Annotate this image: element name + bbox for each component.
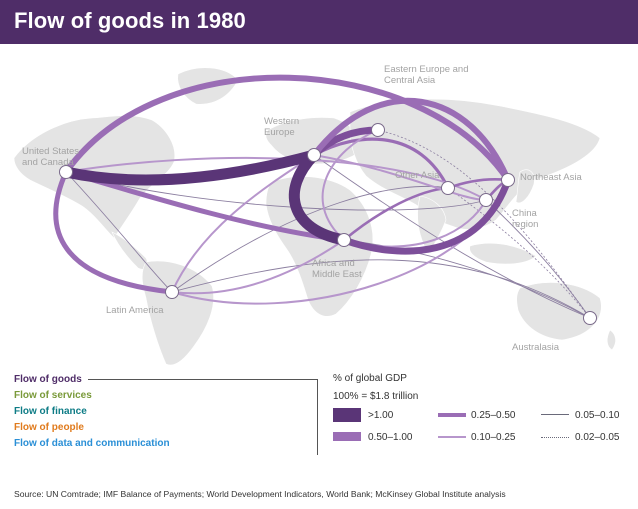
land-japan	[515, 169, 535, 204]
land-central-america	[111, 231, 148, 270]
flow-line	[171, 239, 345, 295]
tier-label-0-10-0-25: 0.10–0.25	[471, 432, 516, 443]
region-nodes	[59, 123, 597, 325]
flow-line	[171, 185, 449, 293]
flow-line	[171, 154, 315, 293]
flow-us-northeast-asia	[63, 74, 511, 183]
region-label-eastern-europe: Eastern Europe and Central Asia	[384, 64, 469, 86]
flow-line	[313, 137, 450, 189]
flow-type-legend: Flow of goods Flow of services Flow of f…	[14, 372, 170, 452]
flow-line	[313, 154, 487, 201]
region-label-australasia: Australasia	[512, 342, 559, 353]
flow-line	[321, 129, 379, 241]
swatch-gt-1	[333, 408, 361, 422]
flow-us-western-europe	[60, 149, 320, 186]
land-india	[417, 195, 447, 255]
tier-label-0-25-0-50: 0.25–0.50	[471, 410, 516, 421]
tier-label-0-02-0-05: 0.02–0.05	[575, 432, 620, 443]
region-label-latin-america: Latin America	[106, 305, 164, 316]
scale-title: % of global GDP	[333, 373, 407, 384]
region-label-us-canada: United States and Canada	[22, 146, 80, 168]
legend-flow-of-services: Flow of services	[14, 390, 92, 401]
region-label-china: China region	[512, 208, 539, 230]
node-eastern-europe	[371, 123, 385, 137]
node-china	[479, 193, 493, 207]
source-note: Source: UN Comtrade; IMF Balance of Paym…	[14, 489, 506, 499]
region-label-northeast-asia: Northeast Asia	[520, 172, 582, 183]
scale-subtitle: 100% = $1.8 trillion	[333, 391, 419, 402]
node-latin-america	[165, 285, 179, 299]
minor-flows	[65, 129, 591, 319]
node-other-asia	[441, 181, 455, 195]
swatch-0-25-0-50	[438, 413, 466, 417]
node-us-canada	[59, 165, 73, 179]
flow-line	[65, 171, 173, 293]
region-label-africa: Africa and Middle East	[312, 258, 362, 280]
node-northeast-asia	[501, 173, 515, 187]
region-label-western-europe: Western Europe	[264, 116, 300, 138]
flow-northeast-asia-africa	[340, 176, 512, 255]
legend-flow-of-finance: Flow of finance	[14, 406, 87, 417]
major-flows	[53, 74, 512, 295]
tier-label-0-50-1-00: 0.50–1.00	[368, 432, 413, 443]
tier-label-0-05-0-10: 0.05–0.10	[575, 410, 620, 421]
flow-us-latin-america	[53, 169, 175, 295]
legend-flow-of-people: Flow of people	[14, 422, 84, 433]
node-africa	[337, 233, 351, 247]
node-western-europe	[307, 148, 321, 162]
flow-western-europe-northeast-asia	[311, 97, 511, 183]
swatch-0-50-1-00	[333, 432, 361, 441]
legend-flow-of-data: Flow of data and communication	[14, 438, 170, 449]
tier-label-gt-1: >1.00	[368, 410, 394, 421]
swatch-0-02-0-05	[541, 437, 569, 438]
legend-bracket-line	[317, 379, 318, 455]
flow-western-europe-africa	[288, 149, 350, 246]
page-title: Flow of goods in 1980	[14, 8, 246, 33]
land-southeast-asia	[469, 242, 537, 265]
swatch-0-10-0-25	[438, 436, 466, 438]
world-map	[13, 67, 616, 366]
land-australia	[516, 282, 602, 341]
swatch-0-05-0-10	[541, 414, 569, 415]
legend-connector-line	[88, 379, 317, 380]
title-bar: Flow of goods in 1980	[0, 0, 638, 44]
land-new-zealand	[606, 329, 616, 351]
node-australasia	[583, 311, 597, 325]
land-south-america	[141, 260, 214, 366]
flow-line	[485, 199, 591, 319]
region-label-other-asia: Other Asia	[395, 170, 440, 181]
flow-line	[171, 259, 591, 319]
flow-line	[343, 239, 591, 319]
legend-flow-of-goods: Flow of goods	[14, 374, 82, 385]
flow-line	[313, 154, 591, 319]
